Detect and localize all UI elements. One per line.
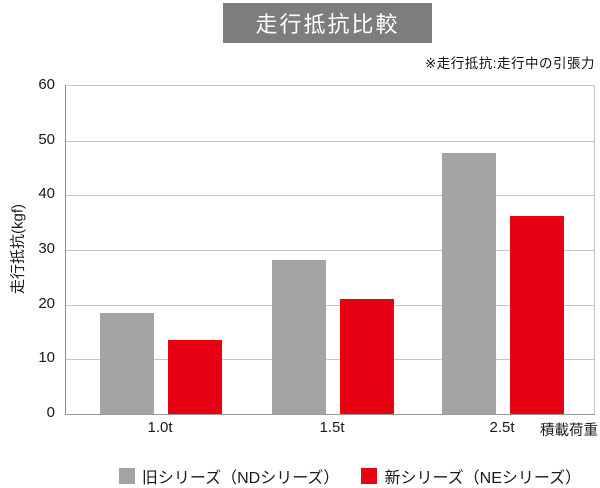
x-tick-label: 1.5t — [319, 419, 345, 436]
legend: 旧シリーズ（NDシリーズ） 新シリーズ（NEシリーズ） — [0, 464, 600, 488]
gridline — [66, 250, 594, 251]
gridline — [66, 359, 594, 361]
gridline — [66, 304, 594, 306]
x-tick-label: 2.5t — [489, 419, 515, 436]
legend-label: 新シリーズ（NEシリーズ） — [384, 470, 582, 487]
chart-title: 走行抵抗比較 — [255, 12, 400, 37]
bar-old-series-2.5t — [442, 152, 496, 414]
legend-item-old-series: 旧シリーズ（NDシリーズ） — [118, 464, 340, 488]
y-tick-label: 60 — [38, 76, 55, 93]
y-axis-ticks: 0 10 20 30 40 50 60 — [0, 76, 55, 421]
plot-area — [65, 85, 595, 415]
y-tick-label: 30 — [38, 240, 55, 257]
bar-new-series-1.0t — [168, 340, 222, 414]
legend-label: 旧シリーズ（NDシリーズ） — [141, 470, 340, 487]
legend-swatch-new-series — [361, 468, 378, 484]
y-tick-label: 50 — [38, 130, 55, 148]
bar-old-series-1.5t — [272, 259, 326, 414]
legend-item-new-series: 新シリーズ（NEシリーズ） — [361, 464, 581, 488]
gridline — [66, 195, 594, 197]
legend-swatch-old-series — [118, 468, 135, 484]
bar-new-series-2.5t — [510, 215, 564, 414]
bar-old-series-1.0t — [100, 312, 154, 414]
bar-new-series-1.5t — [340, 298, 394, 414]
x-axis-title: 積載荷重 — [540, 423, 598, 439]
y-tick-label: 0 — [46, 404, 55, 421]
x-axis-ticks: 1.0t 1.5t 2.5t — [65, 419, 593, 439]
y-tick-label: 40 — [38, 185, 55, 203]
y-tick-label: 10 — [38, 349, 55, 367]
gridline — [66, 140, 594, 142]
chart-title-box: 走行抵抗比較 — [223, 3, 432, 43]
y-tick-label: 20 — [38, 294, 55, 312]
x-tick-label: 1.0t — [147, 419, 173, 436]
footnote: ※走行抵抗:走行中の引張力 — [424, 56, 595, 71]
